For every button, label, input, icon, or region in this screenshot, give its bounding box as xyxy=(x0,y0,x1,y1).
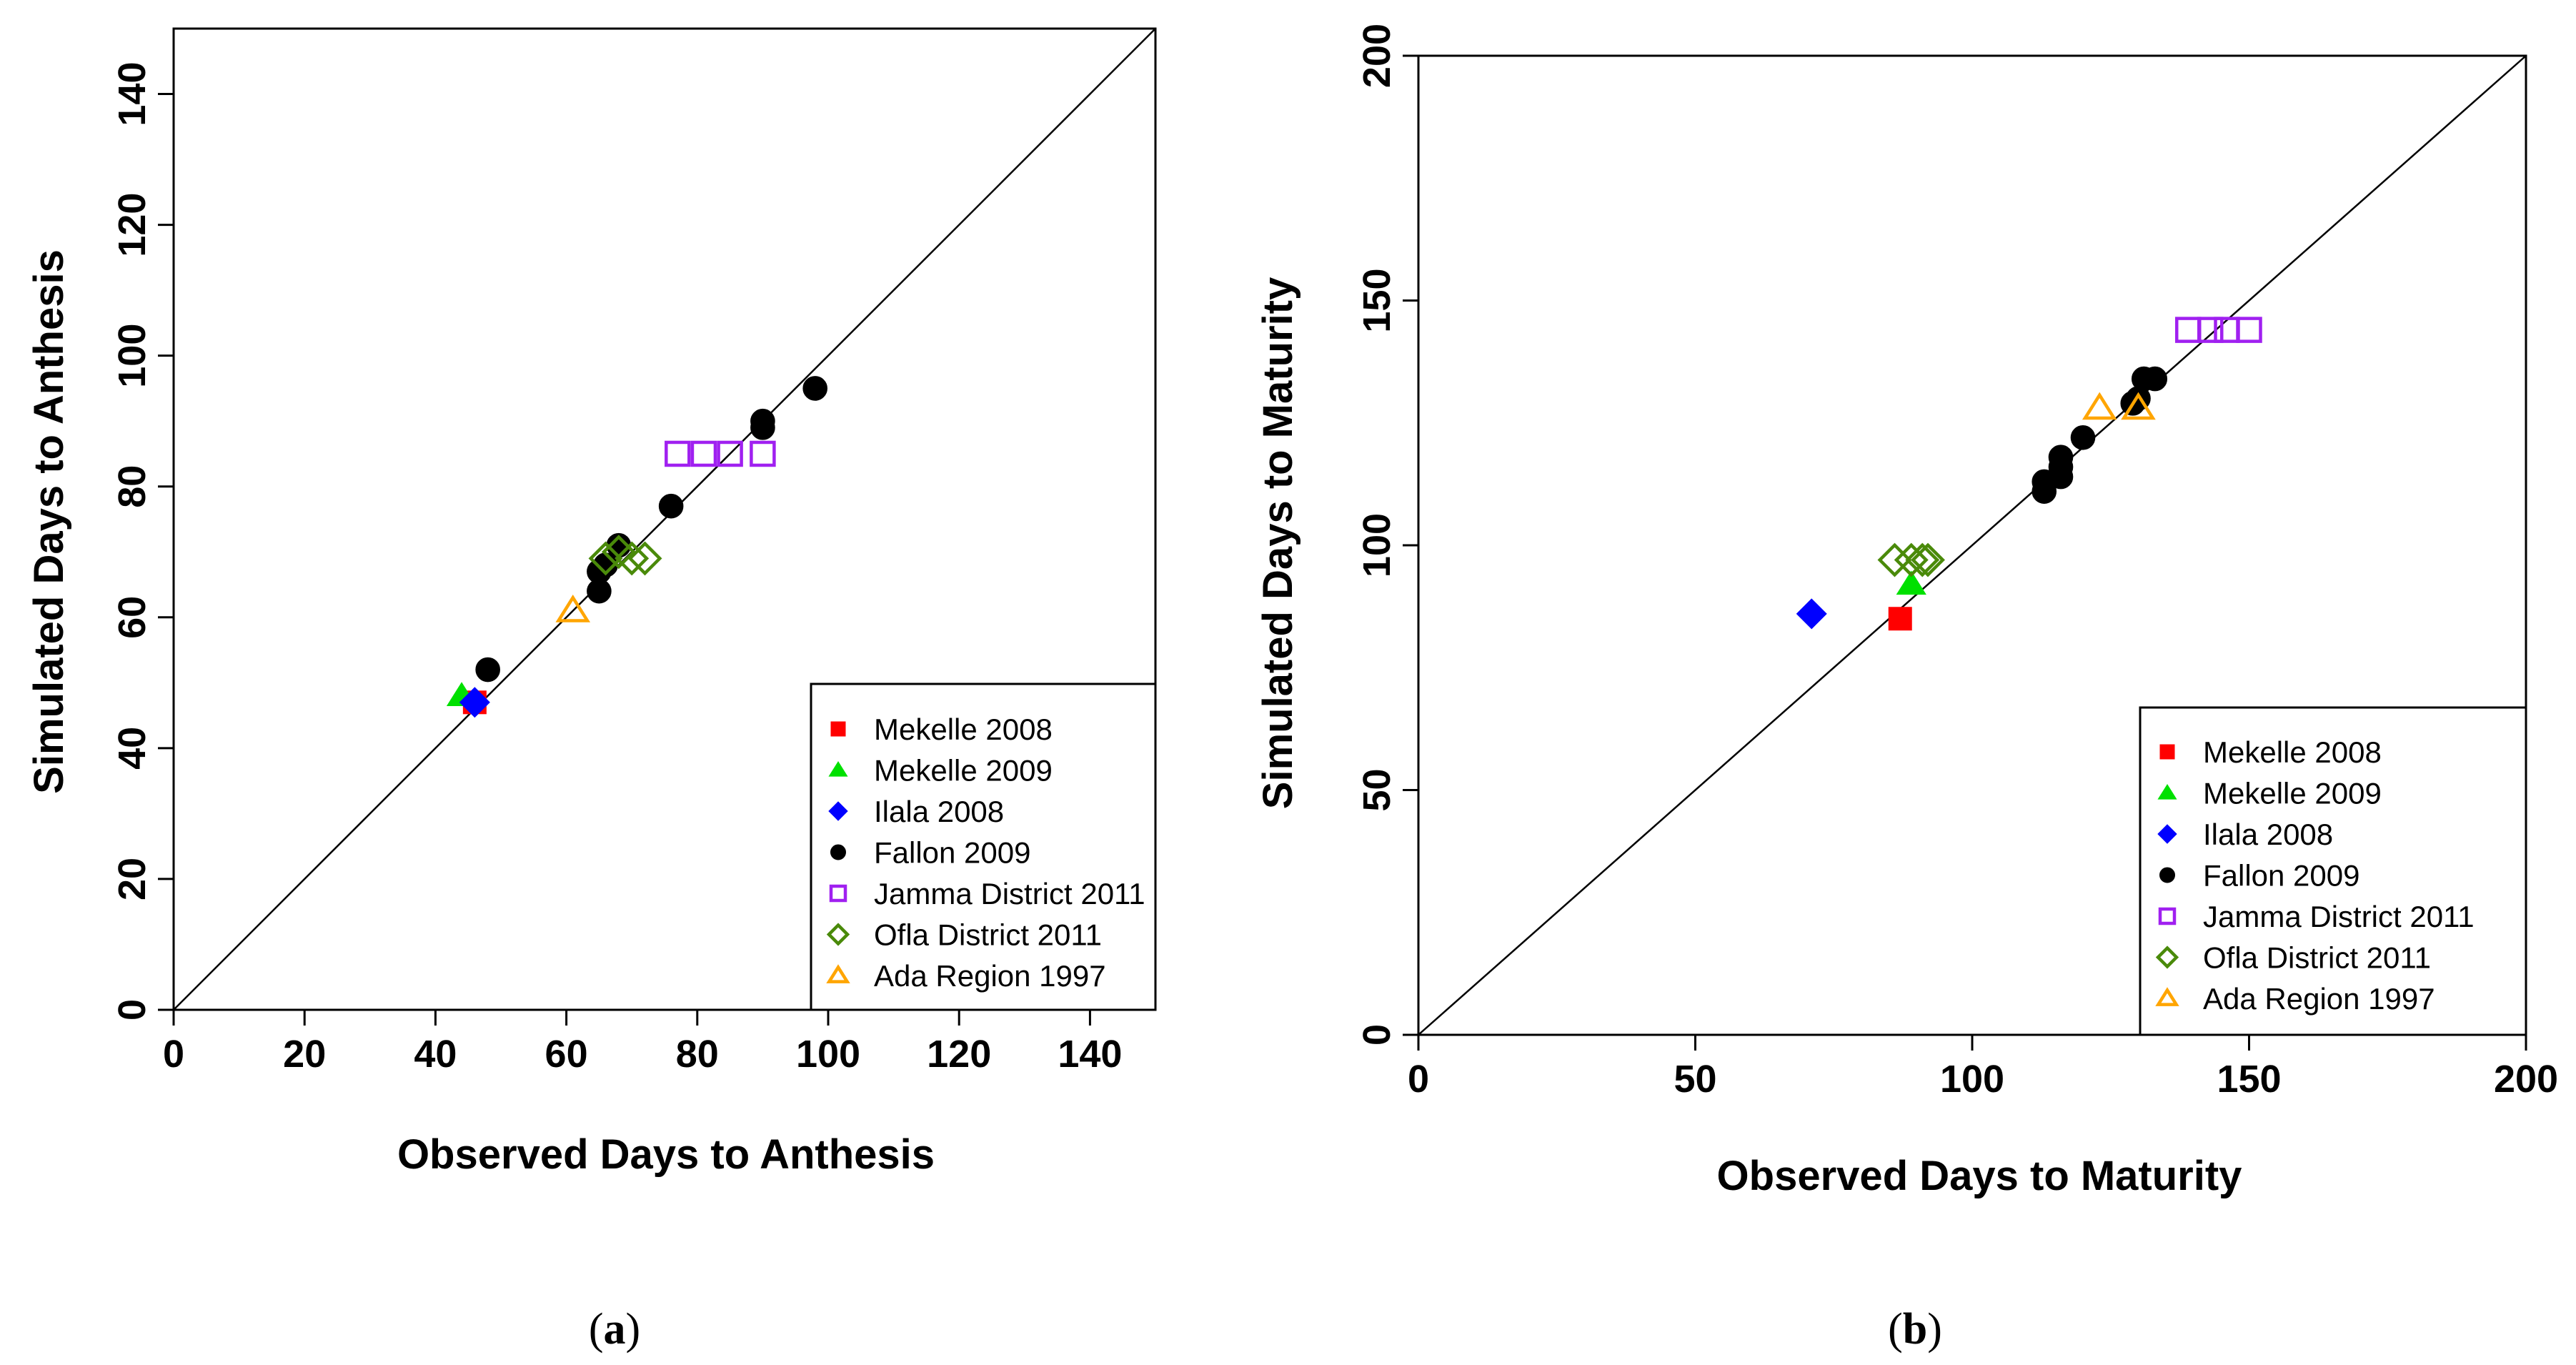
legend-label: Ada Region 1997 xyxy=(874,959,1106,993)
plot-frame xyxy=(172,27,1157,1011)
legend-marker xyxy=(2157,784,2177,800)
data-point xyxy=(2048,445,2074,470)
y-tick-label: 0 xyxy=(111,999,154,1021)
y-tick-label: 40 xyxy=(111,727,154,770)
x-tick-label: 100 xyxy=(796,1033,860,1076)
legend-marker xyxy=(829,884,847,903)
data-point xyxy=(802,376,827,401)
legend-label: Ilala 2008 xyxy=(2203,818,2333,851)
legend-marker xyxy=(828,761,848,777)
legend-label: Jamma District 2011 xyxy=(874,877,1145,910)
x-tick-label: 20 xyxy=(283,1033,326,1076)
legend-box xyxy=(810,682,1157,1011)
x-axis-title-b: Observed Days to Maturity xyxy=(1717,1153,2242,1199)
data-point xyxy=(658,493,684,519)
data-point xyxy=(555,595,591,622)
data-point xyxy=(2175,317,2202,343)
x-tick-label: 40 xyxy=(414,1033,457,1076)
data-point xyxy=(717,440,743,467)
data-point xyxy=(615,541,650,576)
data-point xyxy=(1877,542,1912,577)
y-tick-label: 50 xyxy=(1356,768,1398,811)
data-point xyxy=(2236,317,2262,343)
y-tick-label: 60 xyxy=(111,596,154,639)
legend-marker xyxy=(2159,867,2175,883)
legend-box xyxy=(2139,706,2527,1036)
data-point xyxy=(665,440,691,467)
y-tick-label: 200 xyxy=(1356,24,1398,88)
one-to-one-line xyxy=(173,28,1156,1011)
legend-marker xyxy=(2157,824,2177,844)
data-point xyxy=(750,408,775,434)
x-tick-label: 150 xyxy=(2217,1058,2281,1101)
y-tick-label: 100 xyxy=(1356,513,1398,577)
data-point xyxy=(1796,598,1827,630)
legend-marker xyxy=(830,721,846,737)
data-point xyxy=(475,657,500,682)
legend-label: Fallon 2009 xyxy=(2203,859,2360,893)
legend-label: Ofla District 2011 xyxy=(874,918,1102,952)
legend-marker xyxy=(2155,987,2179,1006)
data-point xyxy=(627,541,662,576)
y-axis-title-a: Simulated Days to Anthesis xyxy=(26,249,72,794)
y-tick-label: 20 xyxy=(111,858,154,900)
legend-label: Mekelle 2008 xyxy=(874,713,1053,746)
x-tick-label: 140 xyxy=(1058,1033,1122,1076)
y-tick-label: 80 xyxy=(111,465,154,508)
y-tick-label: 0 xyxy=(1356,1024,1398,1046)
plot-area-b: 0 50 100 150 200 0 50 100 150 200 Mekelle 2008 Meke… xyxy=(1356,24,2558,1101)
legend-label: Ilala 2008 xyxy=(874,795,1004,828)
y-tick-label: 120 xyxy=(111,193,154,257)
legend-marker xyxy=(830,844,846,860)
data-point xyxy=(2082,392,2117,420)
y-tick-label: 150 xyxy=(1356,268,1398,332)
x-axis-title-a: Observed Days to Anthesis xyxy=(397,1131,935,1178)
x-tick-label: 60 xyxy=(545,1033,588,1076)
legend-marker xyxy=(826,964,850,983)
data-point xyxy=(750,440,776,467)
x-tick-label: 0 xyxy=(1408,1058,1429,1101)
data-point xyxy=(1911,542,1945,577)
panel-label-b: (b) xyxy=(1888,1305,1942,1354)
panel-label-a: (a) xyxy=(589,1305,640,1354)
data-point xyxy=(690,440,717,467)
x-tick-label: 200 xyxy=(2494,1058,2558,1101)
data-point xyxy=(588,541,623,576)
data-point xyxy=(1905,542,1940,577)
legend-label: Ofla District 2011 xyxy=(2203,941,2431,975)
chart-panel-b: 0 50 100 150 200 0 50 100 150 200 Mekelle 2008 Meke… xyxy=(1255,24,2558,1354)
plot-area-a: 0 20 40 60 80 100 120 140 0 20 40 60 80 100 120 140 Meke… xyxy=(111,27,1157,1076)
legend-marker xyxy=(826,923,850,946)
legend-label: Mekelle 2008 xyxy=(2203,735,2382,769)
legend-label: Mekelle 2009 xyxy=(874,754,1053,788)
legend-marker xyxy=(2158,907,2177,925)
legend-label: Ada Region 1997 xyxy=(2203,982,2435,1016)
one-to-one-line xyxy=(1418,55,2527,1036)
data-point xyxy=(2121,392,2156,420)
legend-label: Fallon 2009 xyxy=(874,836,1031,870)
data-point xyxy=(2214,317,2240,343)
x-tick-label: 120 xyxy=(927,1033,991,1076)
legend-label: Mekelle 2009 xyxy=(2203,777,2382,810)
x-tick-label: 80 xyxy=(676,1033,719,1076)
data-point xyxy=(2070,425,2096,450)
legend-marker xyxy=(828,801,848,821)
chart-panel-a: 0 20 40 60 80 100 120 140 0 20 40 60 80 100 120 140 Meke… xyxy=(26,27,1157,1354)
x-tick-label: 50 xyxy=(1674,1058,1716,1101)
data-point xyxy=(2142,366,2168,392)
y-axis-title-b: Simulated Days to Maturity xyxy=(1255,277,1301,809)
data-point xyxy=(1894,542,1929,577)
data-point xyxy=(459,687,490,718)
data-point xyxy=(1888,607,1912,631)
legend-marker xyxy=(2155,945,2179,969)
x-tick-label: 0 xyxy=(163,1033,184,1076)
y-tick-label: 140 xyxy=(111,61,154,126)
data-point xyxy=(1896,570,1926,595)
y-tick-label: 100 xyxy=(111,324,154,388)
data-point xyxy=(2197,317,2224,343)
x-tick-label: 100 xyxy=(1940,1058,2004,1101)
legend-label: Jamma District 2011 xyxy=(2203,900,2475,933)
legend-marker xyxy=(2159,744,2175,760)
